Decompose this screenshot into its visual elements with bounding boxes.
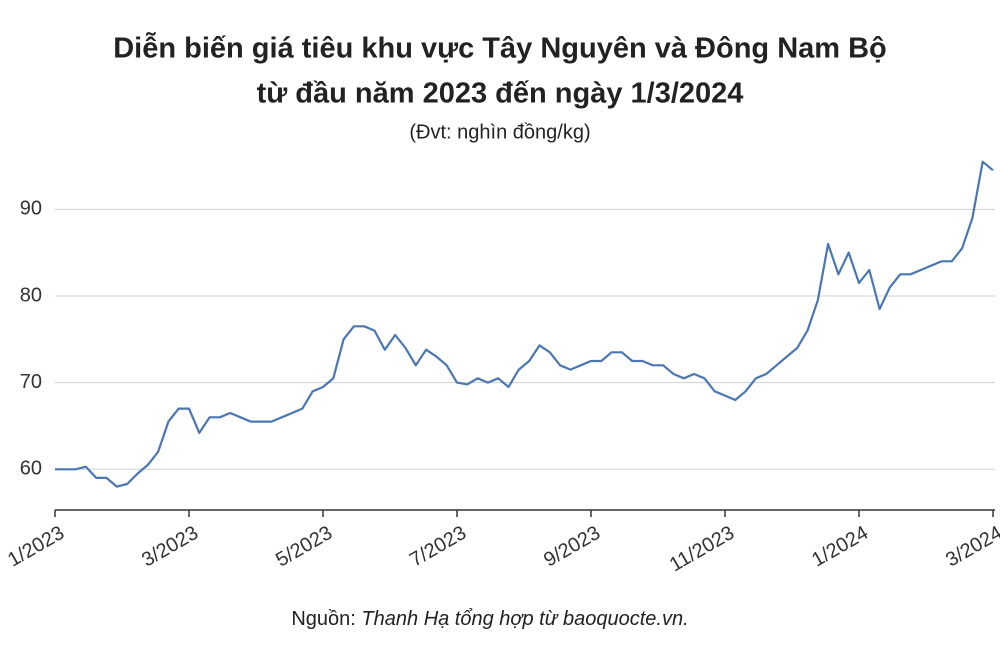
source: Nguồn: Thanh Hạ tổng hợp từ baoquocte.vn… [291, 608, 688, 630]
chart-subtitle: (Đvt: nghìn đồng/kg) [409, 121, 590, 143]
x-tick-label: 1/2023 [4, 522, 68, 572]
source-label: Nguồn: [291, 608, 356, 630]
y-tick-label: 90 [20, 198, 42, 220]
x-tick-label: 5/2023 [272, 522, 336, 572]
x-tick-label: 3/2023 [138, 522, 202, 572]
chart-title: từ đầu năm 2023 đến ngày 1/3/2024 [257, 78, 744, 110]
y-tick-label: 60 [20, 458, 42, 480]
y-tick-label: 80 [20, 284, 42, 306]
x-tick-label: 11/2023 [666, 522, 738, 576]
x-tick-label: 3/2024 [942, 522, 1000, 572]
chart-title: Diễn biến giá tiêu khu vực Tây Nguyên và… [113, 31, 887, 65]
y-tick-label: 70 [20, 371, 42, 393]
line [55, 160, 994, 488]
source-text: Thanh Hạ tổng hợp từ baoquocte.vn. [361, 608, 688, 630]
x-tick-label: 9/2023 [540, 522, 604, 572]
x-tick-label: 7/2023 [406, 522, 470, 572]
x-tick-label: 1/2024 [808, 522, 872, 572]
